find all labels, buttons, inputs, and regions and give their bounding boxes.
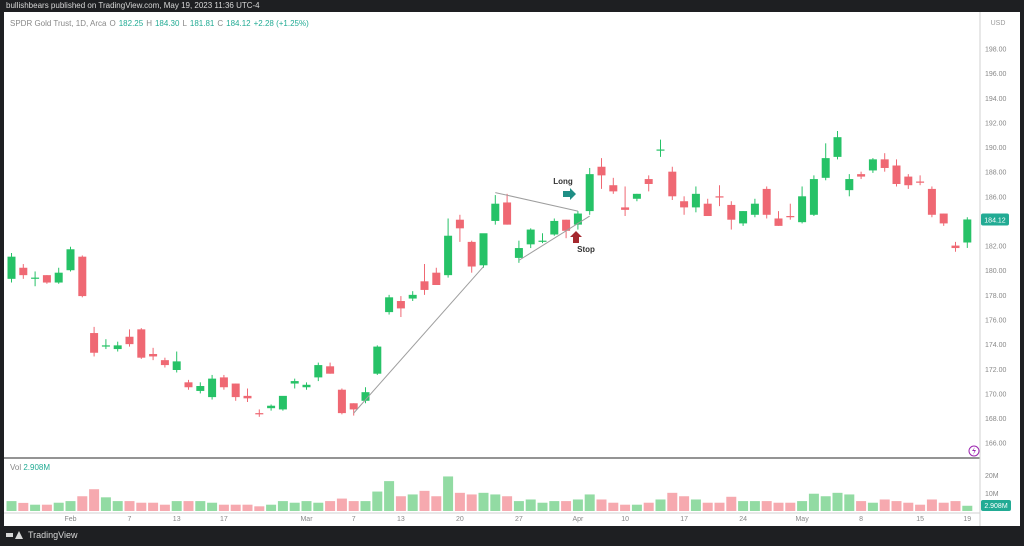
symbol-legend: SPDR Gold Trust, 1D, Arca O 182.25 H 184.3… <box>10 19 309 28</box>
open-value: 182.25 <box>118 19 144 28</box>
volume-value: 2.908M <box>23 463 51 472</box>
close-label: C <box>217 19 224 28</box>
high-value: 184.30 <box>154 19 180 28</box>
low-value: 181.81 <box>189 19 215 28</box>
symbol-name: SPDR Gold Trust, 1D, Arca <box>10 19 107 28</box>
volume-legend: Vol 2.908M <box>10 463 50 472</box>
tradingview-logo-icon <box>6 530 24 540</box>
high-label: H <box>146 19 152 28</box>
low-label: L <box>182 19 187 28</box>
chart-area[interactable] <box>4 12 1020 526</box>
open-label: O <box>109 19 116 28</box>
close-value: 184.12 <box>226 19 251 28</box>
publisher-line: bullishbears published on TradingView.co… <box>6 1 260 10</box>
footer-brand: TradingView <box>28 530 78 540</box>
volume-label: Vol <box>10 463 22 472</box>
change-value: +2.28 (+1.25%) <box>253 19 309 28</box>
footer: TradingView <box>6 530 78 540</box>
